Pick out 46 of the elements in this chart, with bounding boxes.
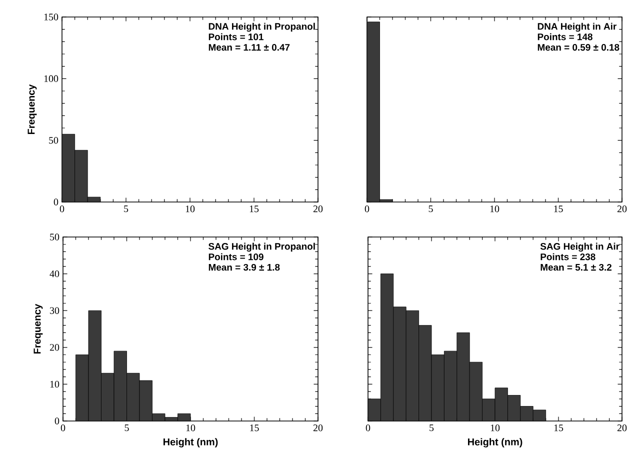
text: SAG Height in Air	[540, 242, 620, 252]
y-tick-label: 40	[50, 270, 60, 278]
x-tick-label: 10	[490, 424, 500, 432]
x-tick-label: 0	[60, 206, 64, 212]
annotation: Points = 148	[538, 33, 592, 40]
x-tick-label: 5	[428, 206, 433, 212]
annotation: Points = 109	[208, 253, 264, 260]
x-tick-label: 10	[186, 206, 195, 212]
x-tick-label: 20	[617, 206, 627, 212]
x-tick-label: 0	[364, 206, 370, 212]
x-tick-label: 15	[554, 424, 564, 432]
x-tick-label: 0	[366, 424, 370, 432]
x-axis-title: Height (nm)	[468, 438, 522, 448]
x-tick-label: 20	[313, 424, 323, 432]
x-tick-label: 15	[554, 206, 563, 212]
x-axis-title: Height (nm)	[164, 438, 218, 448]
x-tick-label: 10	[490, 206, 500, 212]
y-axis-title: Frequency	[28, 84, 37, 134]
x-tick-label: 0	[60, 424, 66, 432]
annotation: Mean = 5.1 ± 3.2	[540, 264, 612, 271]
y-tick-label: 10	[50, 380, 60, 388]
annotation: Mean = 3.9 ± 1.8	[208, 264, 280, 271]
y-tick-label: 50	[49, 136, 58, 144]
y-tick-label: 100	[44, 75, 58, 82]
y-tick-label: 0	[54, 418, 60, 424]
y-axis-title: Frequency	[34, 304, 43, 354]
x-tick-label: 15	[250, 206, 259, 212]
annotation: Points = 101	[208, 33, 264, 40]
y-tick-label: 50	[50, 234, 60, 240]
x-tick-label: 20	[313, 206, 323, 212]
x-tick-label: 5	[124, 206, 128, 212]
x-tick-label: 20	[617, 424, 627, 432]
x-tick-label: 15	[250, 424, 259, 432]
y-tick-label: 150	[44, 14, 58, 20]
y-tick-label: 20	[50, 344, 60, 351]
text: DNA Height in Air	[538, 22, 617, 32]
text: DNA Height in Propanol	[208, 22, 315, 32]
y-tick-label: 30	[50, 307, 60, 314]
annotation: Mean = 0.59 ± 0.18	[538, 44, 620, 51]
annotation: Mean = 1.11 ± 0.47	[208, 44, 290, 51]
x-tick-label: 5	[430, 424, 434, 432]
y-tick-label: 0	[54, 198, 58, 206]
x-tick-label: 10	[186, 424, 196, 432]
x-tick-label: 5	[124, 424, 129, 432]
text: SAG Height in Propanol	[208, 242, 315, 252]
annotation: Points = 238	[540, 253, 596, 260]
